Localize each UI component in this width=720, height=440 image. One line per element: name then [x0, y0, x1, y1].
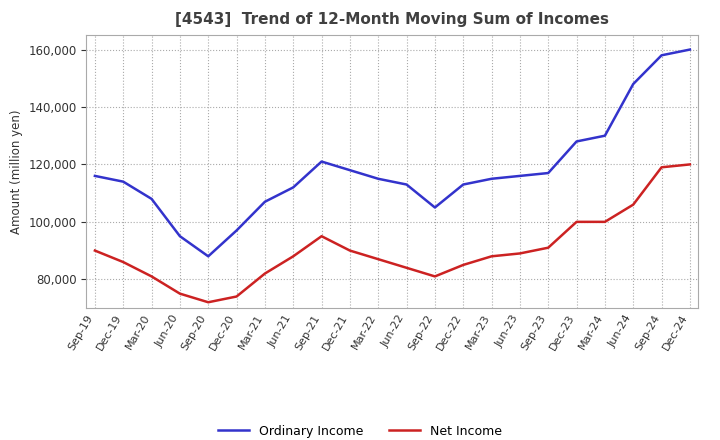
Ordinary Income	[685, 47, 694, 52]
Net Income	[487, 254, 496, 259]
Net Income	[318, 234, 326, 239]
Ordinary Income	[600, 133, 609, 138]
Title: [4543]  Trend of 12-Month Moving Sum of Incomes: [4543] Trend of 12-Month Moving Sum of I…	[176, 12, 609, 27]
Ordinary Income	[261, 199, 269, 205]
Net Income	[402, 265, 411, 271]
Y-axis label: Amount (million yen): Amount (million yen)	[10, 110, 23, 234]
Ordinary Income	[233, 228, 241, 233]
Net Income	[148, 274, 156, 279]
Net Income	[459, 262, 467, 268]
Ordinary Income	[657, 53, 666, 58]
Net Income	[544, 245, 552, 250]
Net Income	[91, 248, 99, 253]
Ordinary Income	[402, 182, 411, 187]
Net Income	[346, 248, 354, 253]
Net Income	[233, 294, 241, 299]
Ordinary Income	[318, 159, 326, 164]
Ordinary Income	[629, 81, 637, 87]
Ordinary Income	[176, 234, 184, 239]
Net Income	[204, 300, 212, 305]
Ordinary Income	[487, 176, 496, 181]
Net Income	[289, 254, 297, 259]
Net Income	[119, 260, 127, 265]
Line: Net Income: Net Income	[95, 165, 690, 302]
Ordinary Income	[204, 254, 212, 259]
Ordinary Income	[374, 176, 382, 181]
Ordinary Income	[459, 182, 467, 187]
Net Income	[600, 219, 609, 224]
Net Income	[431, 274, 439, 279]
Ordinary Income	[346, 168, 354, 173]
Net Income	[629, 202, 637, 207]
Ordinary Income	[119, 179, 127, 184]
Net Income	[516, 251, 524, 256]
Legend: Ordinary Income, Net Income: Ordinary Income, Net Income	[213, 420, 507, 440]
Net Income	[657, 165, 666, 170]
Net Income	[261, 271, 269, 276]
Net Income	[685, 162, 694, 167]
Ordinary Income	[431, 205, 439, 210]
Net Income	[572, 219, 581, 224]
Net Income	[176, 291, 184, 296]
Ordinary Income	[572, 139, 581, 144]
Ordinary Income	[91, 173, 99, 179]
Ordinary Income	[544, 170, 552, 176]
Ordinary Income	[289, 185, 297, 190]
Net Income	[374, 257, 382, 262]
Line: Ordinary Income: Ordinary Income	[95, 50, 690, 257]
Ordinary Income	[148, 196, 156, 202]
Ordinary Income	[516, 173, 524, 179]
